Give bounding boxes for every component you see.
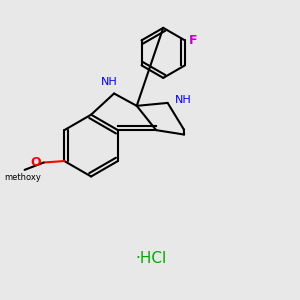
- Text: F: F: [188, 34, 197, 47]
- Text: NH: NH: [175, 95, 192, 105]
- Text: NH: NH: [101, 77, 118, 87]
- Text: O: O: [31, 156, 41, 169]
- Text: methoxy: methoxy: [5, 173, 42, 182]
- Text: ·HCl: ·HCl: [136, 251, 167, 266]
